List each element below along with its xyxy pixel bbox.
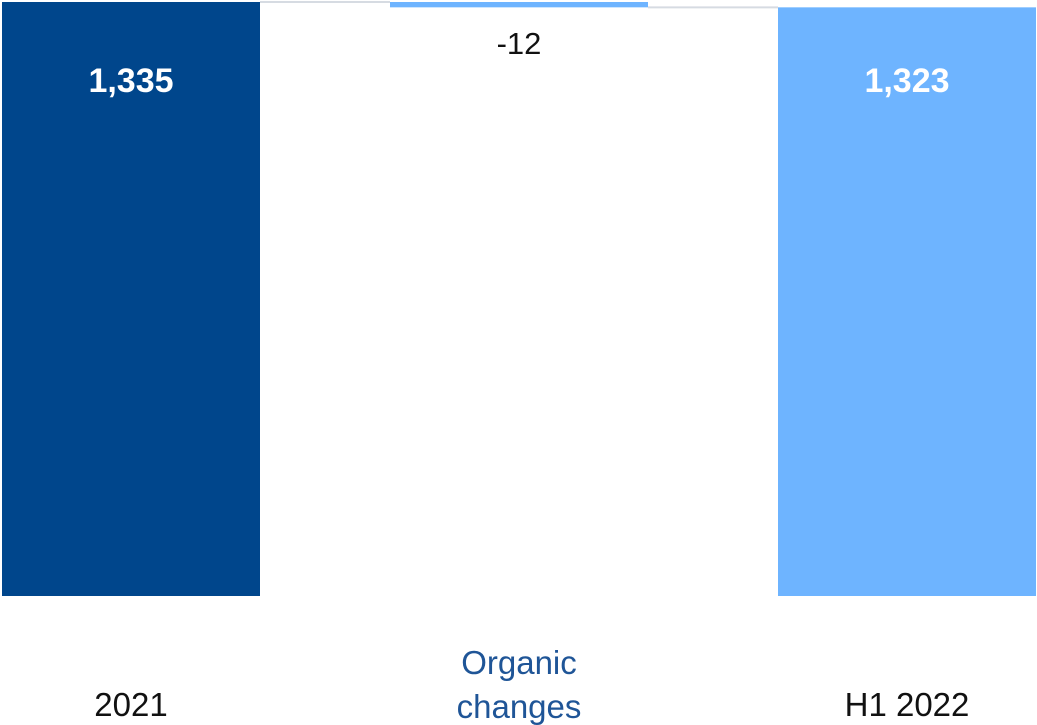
category-label-2-line-2: changes bbox=[457, 688, 582, 725]
category-label-2: Organic changes bbox=[457, 644, 582, 725]
category-label-2-line-1: Organic bbox=[461, 644, 577, 681]
data-label-3: 1,323 bbox=[864, 62, 949, 100]
category-label-3: H1 2022 bbox=[845, 686, 970, 723]
bar-3 bbox=[778, 7, 1036, 596]
category-label-1: 2021 bbox=[94, 686, 167, 723]
data-label-2: -12 bbox=[497, 26, 542, 61]
data-label-1: 1,335 bbox=[88, 62, 173, 100]
bar-1 bbox=[2, 2, 260, 596]
bar-2 bbox=[390, 2, 648, 8]
